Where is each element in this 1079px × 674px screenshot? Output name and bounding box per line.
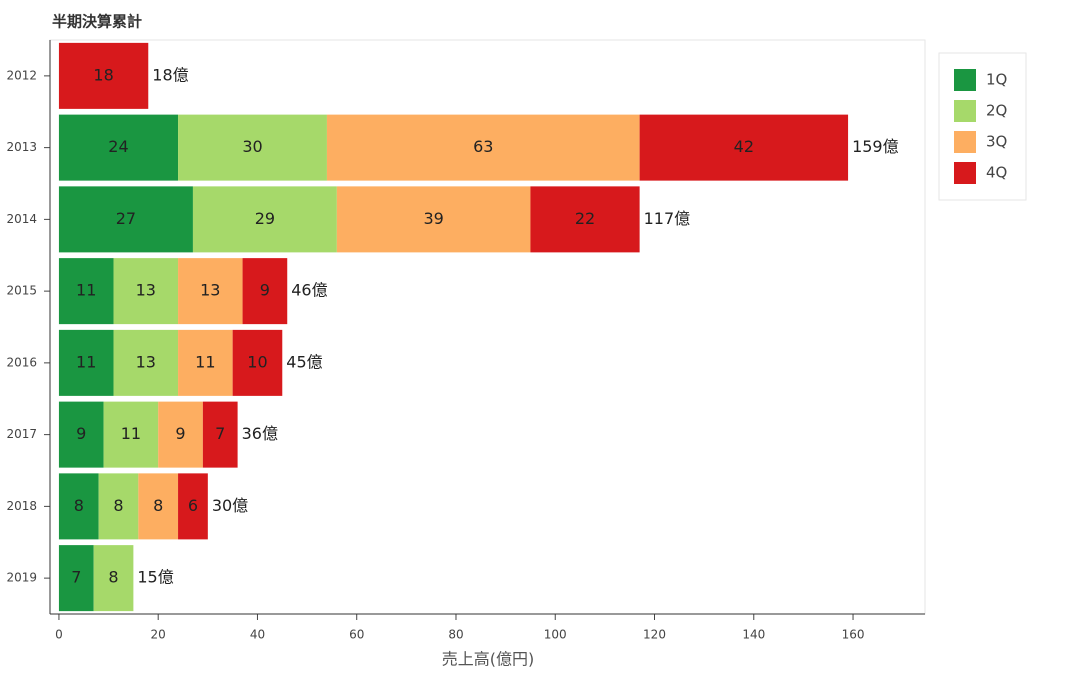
segment-label: 8: [108, 568, 118, 587]
segment-label: 8: [153, 496, 163, 515]
y-tick-label: 2017: [6, 427, 37, 441]
segment-label: 22: [575, 209, 595, 228]
x-tick-label: 100: [544, 628, 567, 642]
segment-label: 18: [93, 65, 113, 84]
legend-swatch: [954, 131, 976, 153]
y-tick-label: 2015: [6, 284, 37, 298]
bar-segment: [178, 114, 327, 181]
x-tick-label: 120: [643, 628, 666, 642]
bar-segment: [530, 186, 640, 253]
bar-segment: [178, 473, 208, 540]
x-tick-label: 140: [742, 628, 765, 642]
segment-label: 6: [188, 496, 198, 515]
segment-label: 29: [255, 209, 275, 228]
bar-segment: [138, 473, 179, 540]
bar-segment: [93, 545, 134, 612]
segment-label: 24: [108, 137, 128, 156]
segment-label: 30: [242, 137, 262, 156]
bar-segment: [158, 401, 203, 468]
total-label: 45億: [286, 352, 322, 371]
total-label: 18億: [152, 65, 188, 84]
total-label: 159億: [852, 137, 899, 156]
legend-label: 2Q: [986, 102, 1007, 120]
legend-swatch: [954, 69, 976, 91]
chart-title: 半期決算累計: [52, 13, 142, 31]
bar-segment: [639, 114, 849, 181]
bar-segment: [113, 329, 179, 396]
segment-label: 11: [76, 281, 96, 300]
x-tick-label: 160: [842, 628, 865, 642]
x-tick-label: 80: [448, 628, 463, 642]
bar-segment: [58, 258, 114, 325]
segment-label: 7: [215, 424, 225, 443]
segment-label: 13: [200, 281, 220, 300]
bar-segment: [58, 114, 179, 181]
bar-segment: [178, 329, 233, 396]
x-tick-label: 60: [349, 628, 364, 642]
bar-segment: [178, 258, 243, 325]
segment-label: 63: [473, 137, 493, 156]
bar-segment: [232, 329, 283, 396]
segment-label: 8: [74, 496, 84, 515]
bar-segment: [242, 258, 288, 325]
segment-label: 13: [136, 352, 156, 371]
legend-swatch: [954, 162, 976, 184]
y-tick-label: 2014: [6, 212, 37, 226]
segment-label: 39: [423, 209, 443, 228]
segment-label: 11: [121, 424, 141, 443]
total-label: 15億: [137, 568, 173, 587]
bar-segment: [192, 186, 337, 253]
legend-box: [938, 52, 1027, 201]
bar-segment: [58, 329, 114, 396]
bar-segment: [113, 258, 179, 325]
bar-segment: [58, 42, 149, 109]
x-tick-label: 40: [250, 628, 265, 642]
y-tick-label: 2013: [6, 140, 37, 154]
bar-segment: [58, 186, 193, 253]
y-tick-label: 2016: [6, 355, 37, 369]
legend-swatch: [954, 100, 976, 122]
x-tick-label: 0: [55, 628, 63, 642]
bar-segment: [58, 401, 104, 468]
segment-label: 13: [136, 281, 156, 300]
total-label: 30億: [212, 496, 248, 515]
bar-segment: [98, 473, 139, 540]
segment-label: 8: [113, 496, 123, 515]
bar-segment: [336, 186, 531, 253]
segment-label: 7: [71, 568, 81, 587]
legend-label: 1Q: [986, 71, 1007, 89]
y-tick-label: 2018: [6, 499, 37, 513]
bar-segment: [103, 401, 159, 468]
y-tick-label: 2019: [6, 571, 37, 585]
x-tick-label: 20: [151, 628, 166, 642]
legend-label: 4Q: [986, 164, 1007, 182]
segment-label: 42: [734, 137, 754, 156]
segment-label: 9: [76, 424, 86, 443]
segment-label: 9: [175, 424, 185, 443]
bar-segment: [202, 401, 238, 468]
segment-label: 9: [260, 281, 270, 300]
y-tick-label: 2012: [6, 68, 37, 82]
total-label: 36億: [242, 424, 278, 443]
bar-segment: [58, 473, 99, 540]
legend-label: 3Q: [986, 133, 1007, 151]
x-axis-label: 売上高(億円): [442, 650, 535, 669]
bar-segment: [58, 545, 94, 612]
segment-label: 10: [247, 352, 267, 371]
total-label: 117億: [644, 209, 691, 228]
segment-label: 11: [195, 352, 215, 371]
total-label: 46億: [291, 281, 327, 300]
segment-label: 11: [76, 352, 96, 371]
bar-segment: [326, 114, 640, 181]
segment-label: 27: [116, 209, 136, 228]
